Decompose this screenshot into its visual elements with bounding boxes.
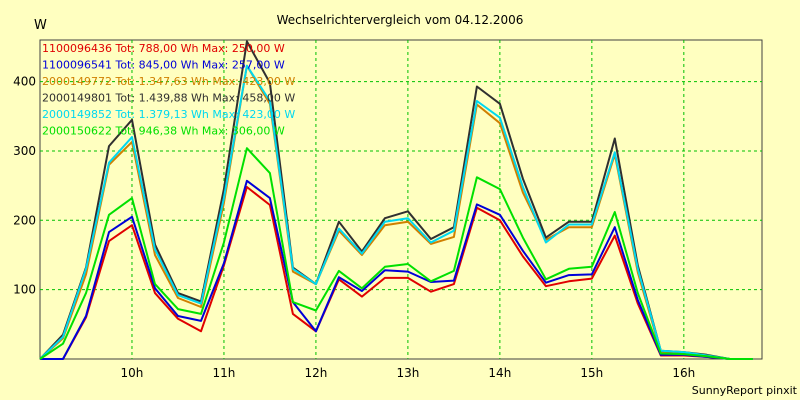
y-tick-label: 400 <box>13 75 36 89</box>
x-tick-label: 15h <box>580 366 603 380</box>
legend-entry: 2000149801 Tot: 1.439,88 Wh Max: 458,00 … <box>42 92 295 105</box>
y-axis-unit-label: W <box>34 18 47 33</box>
y-tick-label: 300 <box>13 144 36 158</box>
series-lines <box>39 40 753 360</box>
series-line-1 <box>40 186 753 360</box>
series-line-2 <box>40 179 753 360</box>
x-tick-label: 16h <box>672 366 695 380</box>
x-tick-label: 11h <box>213 366 236 380</box>
legend-entry: 1100096541 Tot: 845,00 Wh Max: 257,00 W <box>42 59 285 72</box>
y-tick-labels: 100 200 300 400 <box>13 75 36 297</box>
legend-entry: 2000150622 Tot: 946,38 Wh Max: 306,00 W <box>42 125 285 138</box>
legend: 1100096436 Tot: 788,00 Wh Max: 250,00 W 1… <box>42 42 295 138</box>
legend-entry: 2000149852 Tot: 1.379,13 Wh Max: 423,00 … <box>42 108 295 121</box>
x-tick-label: 13h <box>396 366 419 380</box>
plot-area-border <box>39 39 763 360</box>
legend-entry: 2000149772 Tot: 1.347,63 Wh Max: 423,00 … <box>42 75 295 88</box>
y-tick-label: 100 <box>13 283 36 297</box>
footer-credit: SunnyReport pinxit <box>692 384 798 397</box>
series-line-6 <box>39 147 753 360</box>
series-line-5 <box>39 64 753 360</box>
x-tick-label: 10h <box>121 366 144 380</box>
x-tick-label: 14h <box>488 366 511 380</box>
chart-title: Wechselrichtervergleich vom 04.12.2006 <box>277 13 524 27</box>
legend-entry: 1100096436 Tot: 788,00 Wh Max: 250,00 W <box>42 42 285 55</box>
x-tick-label: 12h <box>304 366 327 380</box>
y-tick-label: 200 <box>13 213 36 227</box>
x-tick-labels: 10h 11h 12h 13h 14h 15h 16h <box>121 366 696 380</box>
